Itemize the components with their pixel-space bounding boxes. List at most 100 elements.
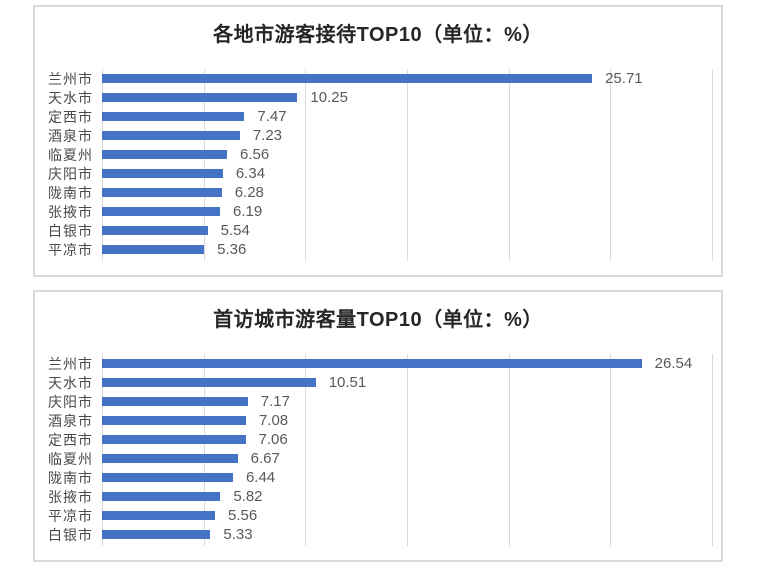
bar[interactable] <box>102 131 240 140</box>
category-label: 天水市 <box>48 89 93 106</box>
bar-track: 5.56 <box>102 506 712 525</box>
bar-row: 庆阳市 6.34 <box>35 164 712 183</box>
bar-chart-first-visit: 兰州市 26.54 天水市 10.51 庆阳市 7.17 酒泉市 7.08 定西市 7.06 临夏州… <box>35 354 713 546</box>
chart-title-city-reception: 各地市游客接待TOP10（单位：%） <box>213 24 543 46</box>
value-label: 6.44 <box>245 469 276 486</box>
value-label: 6.67 <box>250 450 280 467</box>
bar[interactable] <box>102 397 248 406</box>
bar-track: 7.06 <box>102 430 712 449</box>
value-label: 7.23 <box>252 127 283 144</box>
bar[interactable] <box>102 378 316 387</box>
bar[interactable] <box>102 473 233 482</box>
value-label: 5.36 <box>217 241 247 258</box>
gridline <box>203 354 205 546</box>
bar-row: 定西市 7.47 <box>35 107 712 126</box>
bar[interactable] <box>102 359 642 368</box>
category-label: 定西市 <box>48 108 93 125</box>
value-label: 7.47 <box>257 108 287 125</box>
bar-row: 酒泉市 7.23 <box>35 126 712 145</box>
bar-row: 酒泉市 7.08 <box>35 411 712 430</box>
category-label: 兰州市 <box>48 355 93 372</box>
category-label: 天水市 <box>48 374 93 391</box>
bar[interactable] <box>102 150 228 159</box>
category-label: 张掖市 <box>48 488 93 505</box>
bar[interactable] <box>102 492 221 501</box>
value-label: 7.06 <box>258 431 288 448</box>
gridline <box>610 354 612 546</box>
value-label: 7.08 <box>258 412 289 429</box>
bar[interactable] <box>102 74 593 83</box>
category-label: 酒泉市 <box>48 127 93 144</box>
bar-track: 6.67 <box>102 449 712 468</box>
gridline <box>407 354 408 546</box>
bar[interactable] <box>102 245 205 254</box>
bar-track: 25.71 <box>102 69 712 88</box>
category-label: 白银市 <box>48 222 93 239</box>
bar[interactable] <box>102 435 246 444</box>
bar[interactable] <box>102 188 222 197</box>
bar-row: 张掖市 5.82 <box>35 487 712 506</box>
gridline <box>508 69 510 261</box>
bar-track: 5.36 <box>102 240 712 259</box>
bar-row: 平凉市 5.36 <box>35 240 712 259</box>
value-label: 6.19 <box>232 203 263 220</box>
category-label: 临夏州 <box>48 450 93 467</box>
bar[interactable] <box>102 207 220 216</box>
bar-chart-city-reception: 兰州市 25.71 天水市 10.25 定西市 7.47 酒泉市 7.23 临夏州 6.56 庆阳市… <box>35 69 713 261</box>
gridline <box>102 354 103 546</box>
chart-panel-first-visit: 首访城市游客量TOP10（单位：%） 兰州市 26.54 天水市 10.51 庆阳市 7.… <box>33 290 723 562</box>
gridline <box>712 69 713 261</box>
gridline <box>305 354 307 546</box>
bar-row: 兰州市 26.54 <box>35 354 712 373</box>
chart-title-first-visit: 首访城市游客量TOP10（单位：%） <box>213 309 543 331</box>
bar[interactable] <box>102 93 298 102</box>
category-label: 平凉市 <box>48 507 93 524</box>
category-label: 张掖市 <box>48 203 93 220</box>
category-label: 陇南市 <box>48 469 93 486</box>
value-label: 5.82 <box>233 488 263 505</box>
bar[interactable] <box>102 169 223 178</box>
bar-track: 5.82 <box>102 487 712 506</box>
bar-row: 陇南市 6.28 <box>35 183 712 202</box>
bar-track: 10.25 <box>102 88 712 107</box>
bar[interactable] <box>102 530 211 539</box>
bar-track: 7.23 <box>102 126 712 145</box>
bar[interactable] <box>102 112 245 121</box>
bar-row: 定西市 7.06 <box>35 430 712 449</box>
bar[interactable] <box>102 226 208 235</box>
bar-row: 临夏州 6.56 <box>35 145 712 164</box>
value-label: 6.56 <box>240 146 270 163</box>
chart-panel-city-reception: 各地市游客接待TOP10（单位：%） 兰州市 25.71 天水市 10.25 定西市 7.… <box>33 5 723 277</box>
bar[interactable] <box>102 454 238 463</box>
bar-track: 7.47 <box>102 107 712 126</box>
value-label: 26.54 <box>654 355 693 372</box>
bar[interactable] <box>102 416 246 425</box>
value-label: 6.28 <box>234 184 264 201</box>
bar-track: 10.51 <box>102 373 712 392</box>
category-label: 临夏州 <box>48 146 93 163</box>
bar[interactable] <box>102 511 216 520</box>
gridline <box>407 69 408 261</box>
category-label: 平凉市 <box>48 241 93 258</box>
category-label: 陇南市 <box>48 184 93 201</box>
category-label: 定西市 <box>48 431 93 448</box>
bar-row: 白银市 5.33 <box>35 525 712 544</box>
bar-track: 6.19 <box>102 202 712 221</box>
gridlines <box>102 354 713 546</box>
gridline <box>508 354 510 546</box>
value-label: 10.25 <box>310 89 348 106</box>
bar-row: 临夏州 6.67 <box>35 449 712 468</box>
category-label: 庆阳市 <box>48 393 93 410</box>
bar-track: 7.17 <box>102 392 712 411</box>
bar-track: 6.34 <box>102 164 712 183</box>
bar-track: 6.28 <box>102 183 712 202</box>
value-label: 5.33 <box>223 526 253 543</box>
bar-row: 张掖市 6.19 <box>35 202 712 221</box>
value-label: 6.34 <box>235 165 266 182</box>
bar-track: 5.33 <box>102 525 712 544</box>
bar-row: 天水市 10.25 <box>35 88 712 107</box>
bar-row: 天水市 10.51 <box>35 373 712 392</box>
category-label: 兰州市 <box>48 70 93 87</box>
gridline <box>610 69 612 261</box>
